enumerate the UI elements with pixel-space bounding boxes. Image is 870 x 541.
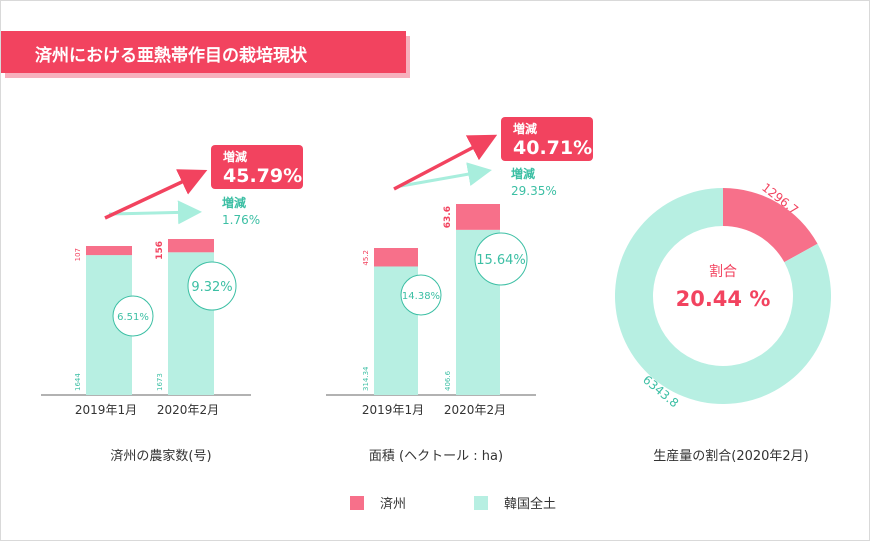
center-value: 20.44 % — [676, 287, 771, 311]
caption-production: 生産量の割合(2020年2月) — [653, 449, 809, 464]
legend-label-jeju: 済州 — [380, 497, 407, 512]
ratio-circle — [187, 261, 237, 311]
data-label-jeju: 156 — [155, 241, 165, 260]
legend-jeju: 済州 — [350, 493, 406, 512]
ratio-label: 6.51% — [117, 312, 149, 323]
change-value-national: 29.35% — [511, 184, 557, 198]
data-label-jeju: 45.2 — [362, 250, 370, 266]
bar-jeju — [168, 239, 214, 253]
data-label-jeju: 107 — [74, 248, 82, 261]
category-label: 2019年1月 — [75, 403, 137, 417]
category-label: 2019年1月 — [362, 403, 424, 417]
ratio-circle — [112, 295, 154, 337]
bar-jeju — [456, 204, 500, 230]
legend-national: 韓国全土 — [474, 493, 556, 512]
caption-area: 面積 (ヘクトール : ha) — [368, 449, 504, 464]
change-value-jeju: 45.79% — [223, 165, 302, 187]
change-value-jeju: 40.71% — [513, 137, 592, 159]
ratio-circle — [474, 232, 528, 286]
title-banner: 済州における亜熱帯作目の栽培現状 — [1, 31, 406, 73]
change-arrow-national — [108, 200, 202, 225]
bar-jeju — [86, 246, 132, 256]
change-arrow-jeju — [104, 169, 208, 220]
ratio-label: 14.38% — [402, 291, 440, 302]
ratio-label: 9.32% — [191, 280, 232, 295]
center-label: 割合 — [709, 263, 737, 280]
change-label-national: 増減 — [222, 195, 246, 210]
pie-slice-jeju — [723, 188, 818, 263]
legend-swatch-national — [474, 496, 488, 510]
legend-swatch-jeju — [350, 496, 364, 510]
legend-label-national: 韓国全土 — [504, 497, 557, 512]
ratio-label: 15.64% — [476, 253, 526, 268]
data-label-national: 1644 — [74, 373, 82, 391]
change-label-jeju: 増減 — [513, 121, 537, 136]
caption-farms: 済州の農家数(号) — [110, 449, 212, 464]
change-label-national: 増減 — [511, 166, 535, 181]
data-label-national: 406.6 — [444, 370, 452, 391]
change-box-jeju — [211, 145, 303, 189]
data-label-national: 1673 — [156, 373, 164, 391]
bar-jeju — [374, 248, 418, 267]
change-arrow-national — [400, 162, 492, 188]
change-arrow-jeju — [393, 134, 498, 191]
page-title: 済州における亜熱帯作目の栽培現状 — [35, 46, 307, 66]
data-label-national: 314.34 — [362, 366, 370, 391]
change-box-jeju — [501, 117, 593, 161]
category-label: 2020年2月 — [157, 403, 219, 417]
change-label-jeju: 増減 — [223, 149, 247, 164]
change-value-national: 1.76% — [222, 213, 260, 227]
pie-slice-national — [615, 188, 832, 404]
ratio-circle — [400, 274, 442, 316]
category-label: 2020年2月 — [444, 403, 506, 417]
data-label-jeju: 63.6 — [443, 206, 453, 228]
